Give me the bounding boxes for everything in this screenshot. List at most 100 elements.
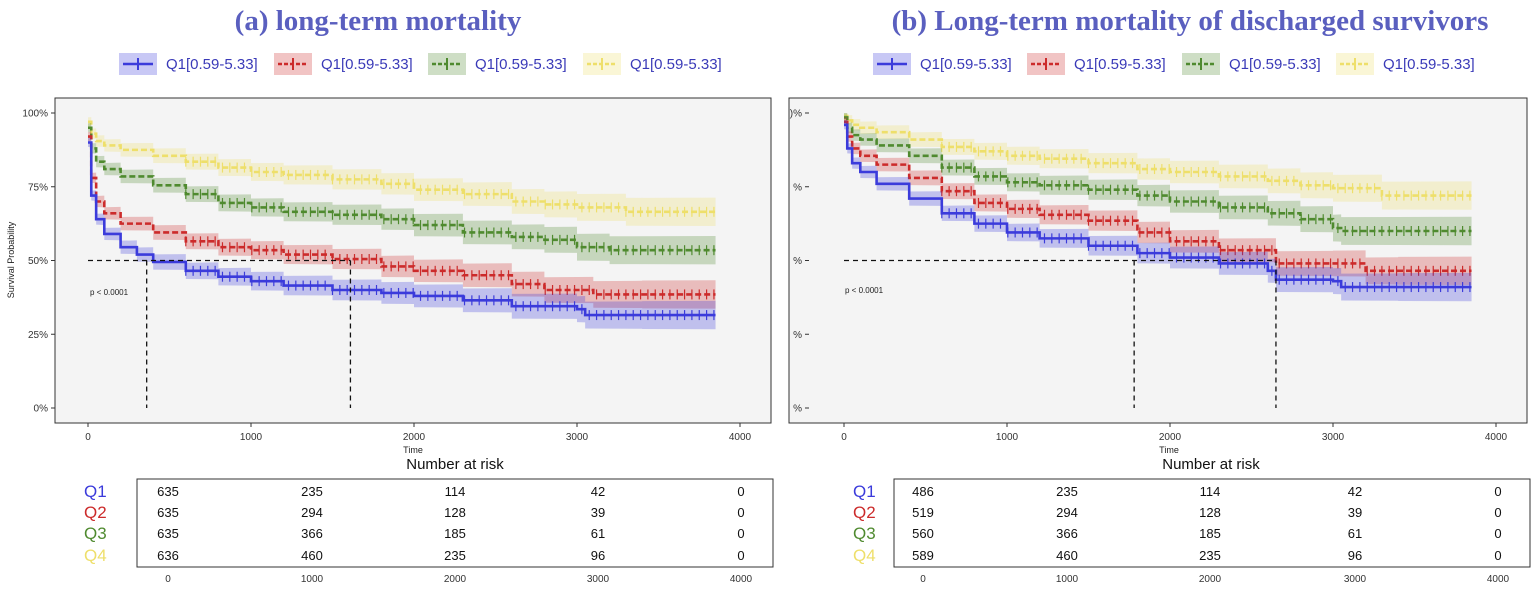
risk-cell: 235 [1199, 548, 1221, 563]
panel-a-y-axis-title: Survival Probability [6, 221, 16, 298]
risk-cell: 294 [301, 505, 323, 520]
survival-line-Q4 [88, 120, 716, 214]
risk-cell: 0 [1494, 548, 1501, 563]
risk-cell: 636 [157, 548, 179, 563]
panel-a-legend: Q1[0.59-5.33] Q1[0.59-5.33] Q1[0.59-5.33] Q… [119, 53, 722, 75]
x-tick-label: 1000 [240, 432, 263, 443]
x-tick-label: 2000 [403, 432, 426, 443]
y-tick-label: 50% [28, 256, 48, 267]
risk-cell: 0 [1494, 484, 1501, 499]
panel-b-legend: Q1[0.59-5.33] Q1[0.59-5.33] Q1[0.59-5.33] Q… [873, 53, 1475, 75]
risk-group-label-Q2: Q2 [853, 503, 876, 522]
x-tick-label: 3000 [566, 432, 589, 443]
risk-time-label: 2000 [1199, 574, 1222, 585]
panel-b-risk-table: Q1 486 235 114 42 0 Q2 519 294 128 39 0 Q3 560 366 185 6… [853, 482, 1510, 585]
risk-cell: 235 [1056, 484, 1078, 499]
risk-cell: 460 [301, 548, 323, 563]
survival-line-Q2 [88, 135, 716, 296]
ci-band-Q2 [844, 117, 1472, 286]
risk-time-label: 0 [165, 574, 171, 585]
risk-group-label-Q1: Q1 [84, 482, 107, 501]
x-tick-label: 4000 [1485, 432, 1508, 443]
risk-time-label: 0 [920, 574, 926, 585]
risk-time-label: 3000 [1344, 574, 1367, 585]
risk-cell: 0 [737, 548, 744, 563]
panel-a-pvalue: p < 0.0001 [90, 288, 129, 297]
legend-label-Q2: Q1[0.59-5.33] [1074, 56, 1166, 73]
legend-label-Q4: Q1[0.59-5.33] [1383, 56, 1475, 73]
risk-group-label-Q4: Q4 [853, 546, 876, 565]
panel-b-pvalue: p < 0.0001 [845, 286, 884, 295]
risk-group-label-Q2: Q2 [84, 503, 107, 522]
ci-band-Q4 [88, 117, 716, 227]
ci-band-Q3 [88, 123, 716, 265]
risk-cell: 460 [1056, 548, 1078, 563]
legend-label-Q4: Q1[0.59-5.33] [630, 56, 722, 73]
risk-cell: 635 [157, 484, 179, 499]
x-tick-label: 0 [85, 432, 91, 443]
ci-band-Q2 [88, 131, 716, 309]
risk-cell: 589 [912, 548, 934, 563]
ci-band-Q3 [844, 113, 1472, 246]
risk-cell: 294 [1056, 505, 1078, 520]
risk-time-label: 3000 [587, 574, 610, 585]
risk-cell: 39 [591, 505, 605, 520]
risk-group-label-Q3: Q3 [84, 524, 107, 543]
panel-a-risk-title: Number at risk [406, 456, 504, 473]
risk-cell: 0 [1494, 505, 1501, 520]
risk-time-label: 4000 [1487, 574, 1510, 585]
survival-line-Q4 [844, 114, 1472, 197]
risk-cell: 635 [157, 505, 179, 520]
legend-label-Q3: Q1[0.59-5.33] [1229, 56, 1321, 73]
risk-cell: 0 [737, 484, 744, 499]
risk-cell: 96 [1348, 548, 1362, 563]
risk-cell: 486 [912, 484, 934, 499]
risk-cell: 0 [1494, 526, 1501, 541]
risk-time-label: 1000 [301, 574, 324, 585]
risk-group-label-Q4: Q4 [84, 546, 107, 565]
panel-b-x-axis-title: Time [1159, 445, 1179, 455]
y-tick-label: % [793, 330, 802, 341]
risk-time-label: 2000 [444, 574, 467, 585]
legend-label-Q3: Q1[0.59-5.33] [475, 56, 567, 73]
y-tick-label: 100% [22, 109, 48, 120]
survival-line-Q2 [844, 120, 1472, 273]
y-tick-label: 0% [34, 404, 49, 415]
x-tick-label: 0 [841, 432, 847, 443]
survival-line-Q3 [88, 126, 716, 252]
panel-a-x-axis-title: Time [403, 445, 423, 455]
risk-cell: 96 [591, 548, 605, 563]
risk-cell: 128 [444, 505, 466, 520]
panel-b-risk-table-box [893, 478, 1531, 568]
risk-group-label-Q1: Q1 [853, 482, 876, 501]
legend-label-Q1: Q1[0.59-5.33] [920, 56, 1012, 73]
y-tick-label: )% [790, 109, 802, 120]
legend-label-Q2: Q1[0.59-5.33] [321, 56, 413, 73]
risk-time-label: 1000 [1056, 574, 1079, 585]
legend-label-Q1: Q1[0.59-5.33] [166, 56, 258, 73]
ci-band-Q1 [844, 120, 1472, 302]
survival-line-Q1 [88, 141, 716, 317]
risk-cell: 235 [301, 484, 323, 499]
x-tick-label: 1000 [996, 432, 1019, 443]
risk-cell: 366 [301, 526, 323, 541]
risk-cell: 235 [444, 548, 466, 563]
y-tick-label: % [793, 404, 802, 415]
risk-cell: 185 [1199, 526, 1221, 541]
panel-a-plot: 0% 25% 50% 75% 100% 0 1000 2000 3000 4000 [22, 109, 751, 444]
risk-time-label: 4000 [730, 574, 753, 585]
risk-cell: 61 [1348, 526, 1362, 541]
panel-b-risk-title: Number at risk [1162, 456, 1260, 473]
risk-cell: 42 [591, 484, 605, 499]
risk-cell: 114 [1200, 484, 1221, 499]
risk-cell: 42 [1348, 484, 1362, 499]
risk-cell: 635 [157, 526, 179, 541]
panel-a-title: (a) long-term mortality [235, 5, 522, 37]
y-tick-label: % [793, 256, 802, 267]
x-tick-label: 3000 [1322, 432, 1345, 443]
risk-cell: 114 [445, 484, 466, 499]
risk-cell: 0 [737, 526, 744, 541]
survival-line-Q3 [844, 116, 1472, 233]
y-tick-label: % [793, 182, 802, 193]
risk-group-label-Q3: Q3 [853, 524, 876, 543]
